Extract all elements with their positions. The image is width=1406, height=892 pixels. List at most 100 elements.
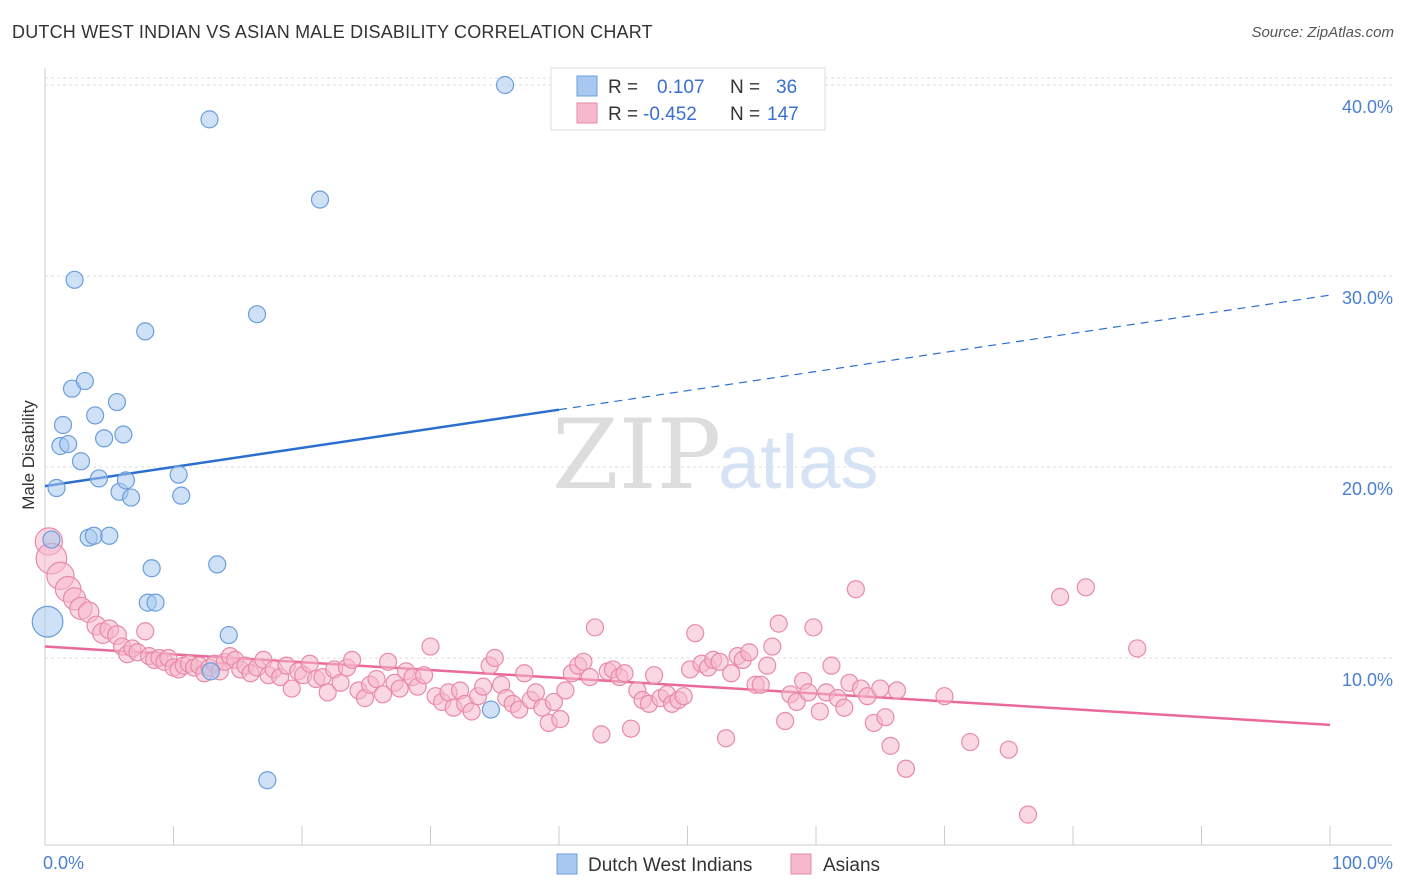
trend-line-dutch-west-indians-extension <box>558 294 1331 411</box>
asian-point <box>136 622 155 641</box>
dutch-west-indian-point <box>75 371 94 391</box>
asian-point <box>621 719 641 738</box>
asian-point <box>999 740 1018 759</box>
dutch-west-indian-point <box>208 555 227 574</box>
legend-r-label-2: R = <box>608 104 638 125</box>
legend-swatch-blue <box>576 75 598 97</box>
dutch-west-indian-point <box>65 270 84 289</box>
chart-title: DUTCH WEST INDIAN VS ASIAN MALE DISABILI… <box>12 22 653 42</box>
asian-point <box>585 618 605 637</box>
asian-point <box>881 736 900 755</box>
asian-point <box>378 652 398 671</box>
asian-point <box>835 698 854 717</box>
asian-point <box>769 614 788 633</box>
asian-point <box>763 637 782 656</box>
legend-n-label-1: N = <box>730 77 760 98</box>
asian-point <box>804 618 823 637</box>
asian-point <box>716 729 736 748</box>
asian-point <box>710 652 729 671</box>
dutch-west-indian-point <box>247 305 267 324</box>
watermark: ZIP atlas <box>552 399 879 511</box>
legend-swatch-pink <box>576 102 598 124</box>
correlation-legend: R = 0.107 N = 36 R = -0.452 N = 147 <box>550 67 826 131</box>
asian-point <box>318 683 337 702</box>
dutch-west-indian-point <box>53 415 73 435</box>
asian-point <box>799 683 818 702</box>
dutch-west-indian-point <box>95 429 114 448</box>
asian-point <box>331 673 350 692</box>
legend-n-label-2: N = <box>730 104 760 125</box>
asian-point <box>1018 805 1038 824</box>
asian-point <box>551 710 570 729</box>
asian-point <box>343 650 362 670</box>
asian-point <box>462 702 481 721</box>
asian-point <box>421 637 440 656</box>
watermark-atlas: atlas <box>718 420 879 505</box>
asian-point <box>282 679 301 698</box>
dutch-west-indian-point <box>481 700 500 719</box>
dutch-west-indian-point <box>31 605 64 638</box>
dutch-west-indian-point <box>114 425 133 444</box>
asian-point <box>887 681 907 700</box>
asian-point <box>822 656 841 675</box>
watermark-zip: ZIP <box>552 399 721 511</box>
x-tick-label-min: 0.0% <box>43 853 84 873</box>
dutch-west-indian-point <box>47 478 66 498</box>
asian-point <box>485 648 504 668</box>
dutch-west-indian-point <box>258 771 277 790</box>
asian-point <box>1128 639 1147 658</box>
asian-point <box>515 664 534 683</box>
asian-point <box>810 702 829 721</box>
asian-point <box>367 669 386 689</box>
asian-point <box>474 677 493 696</box>
asian-point <box>580 667 599 687</box>
asian-point <box>935 687 954 706</box>
dutch-west-indian-point <box>86 406 105 425</box>
asian-point <box>526 683 545 702</box>
legend-n-value-2: 147 <box>767 104 799 125</box>
legend-r-label-1: R = <box>608 77 638 98</box>
asian-point <box>722 664 741 683</box>
dutch-west-indian-point <box>201 662 220 681</box>
grid-lines <box>45 77 1392 659</box>
dutch-west-indian-point <box>136 322 155 341</box>
bottom-legend-swatch-pink <box>790 853 812 875</box>
asian-point <box>1051 587 1070 606</box>
dutch-west-indian-point <box>42 530 61 549</box>
bottom-legend-label-1: Dutch West Indians <box>588 855 752 876</box>
asian-point <box>961 732 980 752</box>
asian-point <box>751 675 770 694</box>
dutch-west-indian-point <box>495 75 515 95</box>
dutch-west-indian-point <box>146 593 165 612</box>
dutch-west-indian-point <box>116 471 136 490</box>
y-tick-label: 10.0% <box>1342 670 1393 690</box>
x-tick-label-max: 100.0% <box>1332 853 1393 873</box>
asian-point <box>574 652 593 671</box>
asian-point <box>876 708 895 727</box>
asian-point <box>615 664 634 683</box>
axes: 10.0% 20.0% 30.0% 40.0% 0.0% 100.0% <box>43 68 1393 873</box>
dutch-west-indian-point <box>200 110 219 129</box>
y-axis-label: Male Disability <box>19 400 38 510</box>
asian-point <box>544 692 563 712</box>
dutch-west-indian-point <box>100 526 119 545</box>
data-points <box>31 75 1147 824</box>
asian-point <box>556 681 575 700</box>
chart-source: Source: ZipAtlas.com <box>1251 24 1394 41</box>
dutch-west-indian-point <box>142 559 161 578</box>
asian-point <box>686 624 705 643</box>
asian-point <box>846 580 865 599</box>
dutch-west-indian-point <box>84 526 103 545</box>
legend-r-value-1: 0.107 <box>657 77 705 98</box>
asian-point <box>740 643 759 662</box>
dutch-west-indian-point <box>107 392 127 412</box>
bottom-legend-swatch-blue <box>556 853 578 875</box>
y-tick-label: 20.0% <box>1342 479 1393 499</box>
legend-n-value-1: 36 <box>776 77 797 98</box>
dutch-west-indian-point <box>172 486 191 505</box>
dutch-west-indian-point <box>89 469 109 488</box>
y-tick-label: 30.0% <box>1342 288 1393 308</box>
asian-point <box>896 759 916 778</box>
asian-point <box>674 687 693 706</box>
